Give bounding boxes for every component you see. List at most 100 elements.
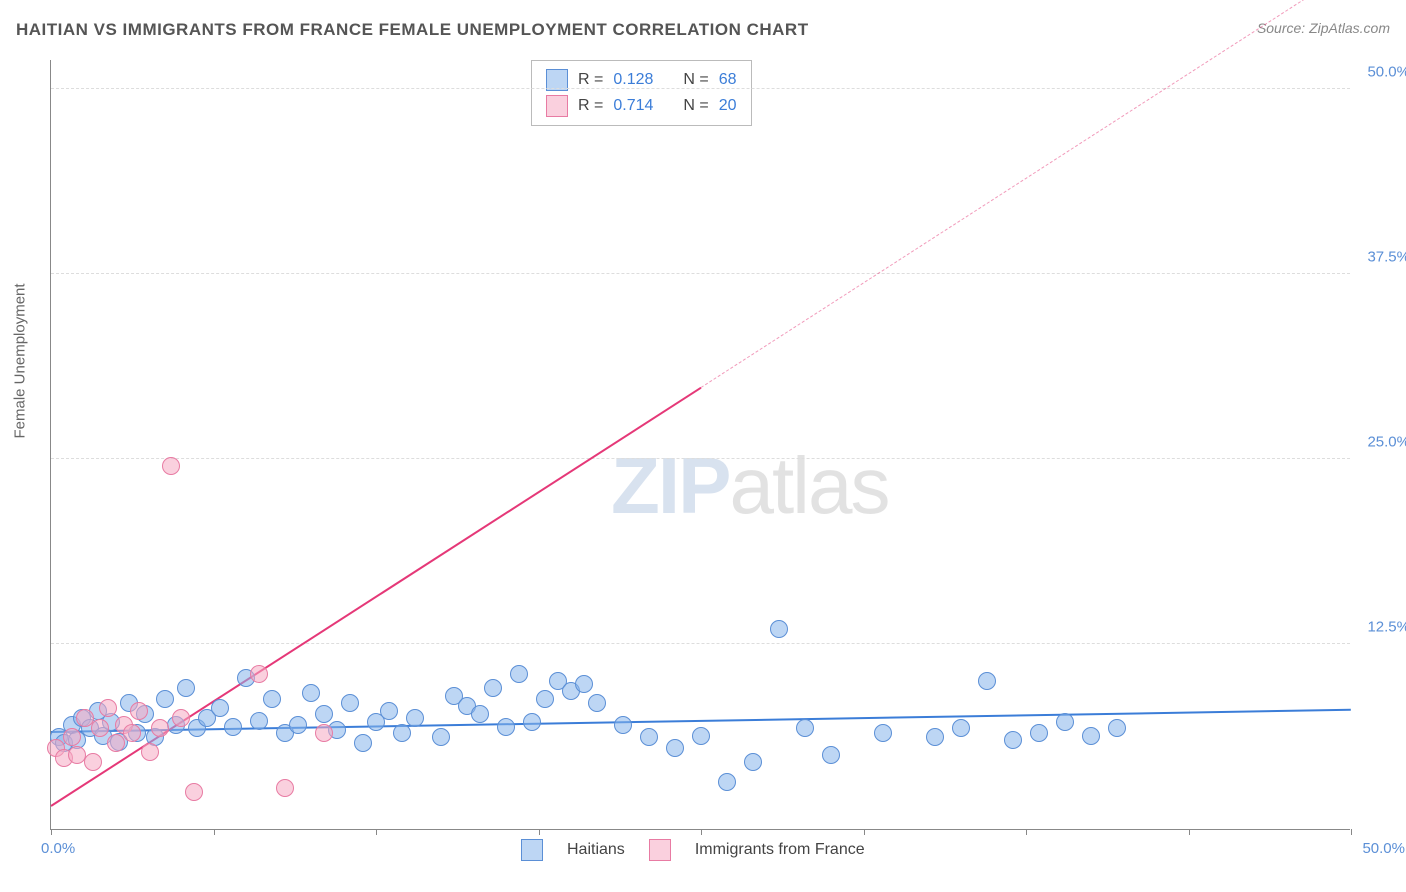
data-point [107,734,125,752]
x-tick [864,829,865,835]
watermark: ZIPatlas [611,440,888,532]
x-tick [1189,829,1190,835]
data-point [666,739,684,757]
y-tick-label: 37.5% [1367,248,1406,265]
data-point [162,457,180,475]
data-point [289,716,307,734]
legend-series: Haitians Immigrants from France [521,839,865,861]
y-tick-label: 12.5% [1367,618,1406,635]
data-point [224,718,242,736]
data-point [393,724,411,742]
trend-line-extrapolated [701,0,1352,388]
data-point [250,665,268,683]
data-point [926,728,944,746]
data-point [354,734,372,752]
data-point [796,719,814,737]
data-point [250,712,268,730]
data-point [315,705,333,723]
y-tick-label: 25.0% [1367,433,1406,450]
x-tick [539,829,540,835]
data-point [276,779,294,797]
data-point [575,675,593,693]
x-tick [1026,829,1027,835]
data-point [497,718,515,736]
data-point [1108,719,1126,737]
x-tick [1351,829,1352,835]
legend-label-2: Immigrants from France [695,841,865,859]
data-point [471,705,489,723]
data-point [172,709,190,727]
x-tick [51,829,52,835]
gridline [51,458,1350,459]
data-point [770,620,788,638]
data-point [141,743,159,761]
x-tick [214,829,215,835]
data-point [91,719,109,737]
n-value-2: 20 [719,97,737,115]
x-axis-max-label: 50.0% [1362,840,1405,857]
r-value-2: 0.714 [613,97,653,115]
n-label-1: N = [683,71,708,89]
data-point [952,719,970,737]
watermark-zip: ZIP [611,441,729,530]
data-point [822,746,840,764]
data-point [84,753,102,771]
data-point [63,728,81,746]
data-point [432,728,450,746]
data-point [185,783,203,801]
data-point [263,690,281,708]
data-point [874,724,892,742]
chart-title: HAITIAN VS IMMIGRANTS FROM FRANCE FEMALE… [16,20,809,40]
gridline [51,643,1350,644]
data-point [123,724,141,742]
r-label-2: R = [578,97,603,115]
data-point [177,679,195,697]
data-point [130,702,148,720]
x-axis-min-label: 0.0% [41,840,75,857]
legend-row-1: R = 0.128 N = 68 [546,67,737,93]
data-point [744,753,762,771]
data-point [302,684,320,702]
y-axis-title: Female Unemployment [12,283,29,438]
n-label-2: N = [683,97,708,115]
gridline [51,273,1350,274]
data-point [588,694,606,712]
watermark-atlas: atlas [729,441,888,530]
data-point [380,702,398,720]
data-point [692,727,710,745]
data-point [978,672,996,690]
data-point [315,724,333,742]
data-point [484,679,502,697]
data-point [341,694,359,712]
n-value-1: 68 [719,71,737,89]
data-point [1082,727,1100,745]
data-point [1030,724,1048,742]
chart-plot-area: ZIPatlas R = 0.128 N = 68 R = 0.714 N = … [50,60,1350,830]
data-point [640,728,658,746]
data-point [1004,731,1022,749]
data-point [536,690,554,708]
swatch-bottom-2 [649,839,671,861]
y-tick-label: 50.0% [1367,63,1406,80]
data-point [718,773,736,791]
swatch-bottom-1 [521,839,543,861]
data-point [156,690,174,708]
data-point [211,699,229,717]
source-label: Source: ZipAtlas.com [1257,20,1390,36]
x-tick [701,829,702,835]
data-point [1056,713,1074,731]
data-point [614,716,632,734]
data-point [151,719,169,737]
gridline [51,88,1350,89]
r-value-1: 0.128 [613,71,653,89]
data-point [523,713,541,731]
data-point [510,665,528,683]
data-point [99,699,117,717]
data-point [406,709,424,727]
legend-row-2: R = 0.714 N = 20 [546,93,737,119]
legend-stats: R = 0.128 N = 68 R = 0.714 N = 20 [531,60,752,126]
r-label-1: R = [578,71,603,89]
legend-label-1: Haitians [567,841,625,859]
swatch-series-2 [546,95,568,117]
x-tick [376,829,377,835]
